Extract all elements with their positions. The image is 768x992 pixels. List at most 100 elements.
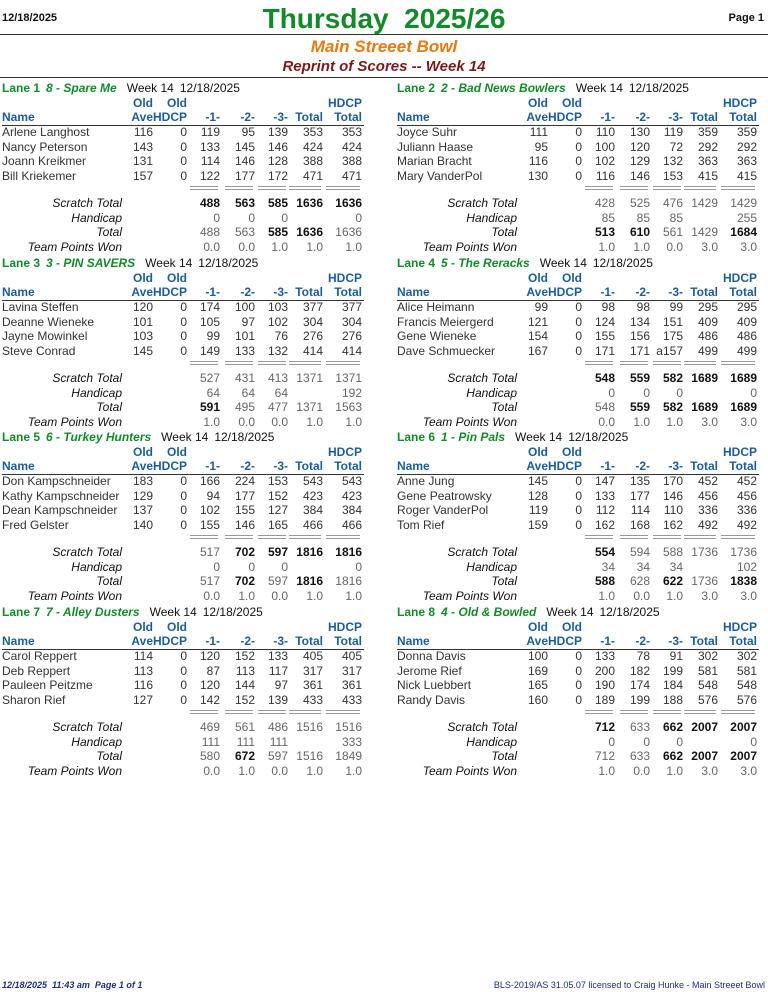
player-name: Dean Kampschneider [2,503,118,517]
separator [289,535,321,539]
column-header: Total [334,634,362,648]
summary-score: 588 [662,545,683,559]
player-score: 188 [662,692,683,707]
summary-score: 0 [643,385,650,400]
summary-score: 1689 [730,400,757,414]
column-header-top: Old [528,445,548,459]
column-header: Ave [131,634,153,648]
summary-label: Team Points Won [27,763,122,778]
player-score: 145 [527,474,548,488]
summary-score: 1.0 [271,239,288,254]
player-score: 103 [132,329,153,343]
player-score: 116 [133,678,153,692]
player-score: 105 [199,314,220,329]
player-name: Deanne Wieneke [2,314,95,329]
player-score: 143 [132,139,153,154]
summary-score: 1.0 [598,763,615,778]
summary-score: 0 [355,210,362,225]
column-header: Name [2,459,35,473]
column-header: -2- [635,285,650,299]
summary-score: 517 [199,574,220,588]
summary-score: 1.0 [666,763,683,778]
separator [190,710,218,714]
player-score: 120 [199,678,220,692]
player-score: 171 [629,343,650,358]
player-name: Gene Wieneke [397,329,477,343]
player-score: 466 [302,517,323,532]
summary-score: 476 [662,196,683,210]
team-name: 1 - Pin Pals [441,430,506,444]
player-score: 156 [629,329,650,343]
player-score: 177 [629,488,650,503]
player-score: 361 [341,678,362,692]
summary-score: 1736 [691,574,718,588]
summary-label: Total [491,574,517,588]
header-underline [397,300,759,301]
column-header: -1- [205,110,220,124]
summary-score: 85 [636,210,650,225]
summary-score: 0 [676,734,683,749]
title: Thursday 2025/26 [262,3,506,34]
player-score: 388 [341,154,362,168]
summary-score: 1516 [296,749,323,763]
summary-score: 1516 [335,720,362,734]
player-score: 91 [669,649,683,663]
summary-label: Team Points Won [422,414,517,429]
summary-label: Total [96,749,122,763]
header-underline [397,649,759,650]
player-score: 576 [697,692,718,707]
summary-score: 1371 [296,400,323,414]
player-score: 0 [575,154,582,168]
summary-score: 34 [669,559,683,574]
player-score: 137 [132,503,153,517]
column-header: -3- [273,285,288,299]
column-header: Total [729,459,757,473]
summary-score: 2007 [730,749,757,763]
summary-score: 0.0 [238,239,255,254]
column-header: Total [690,110,718,124]
lane-label: Lane 6 [397,430,436,444]
player-score: 114 [133,649,153,663]
lane-date: 12/18/2025 [592,256,653,270]
separator [653,710,681,714]
summary-score: 2007 [730,720,757,734]
summary-score: 1.0 [598,588,615,603]
lane-label: Lane 7 [2,605,41,619]
player-score: 152 [267,488,288,503]
player-score: 97 [241,314,255,329]
summary-score: 486 [267,720,288,734]
player-score: 133 [199,139,220,154]
summary-score: 1736 [730,545,757,559]
player-score: 165 [267,517,288,532]
column-header: -3- [668,459,683,473]
separator [684,710,716,714]
team-name: 4 - Old & Bowled [441,605,537,619]
column-header: -1- [205,285,220,299]
summary-score: 1.0 [306,239,323,254]
column-header-top: Old [133,271,153,285]
summary-score: 1.0 [345,414,362,429]
summary-score: 588 [594,574,615,588]
summary-score: 585 [267,225,288,239]
separator [721,710,755,714]
player-score: 129 [629,154,650,168]
player-score: 361 [302,678,323,692]
lane-date: 12/18/2025 [202,605,263,619]
column-header: Ave [526,634,548,648]
column-header: Ave [526,285,548,299]
column-header: Ave [131,285,153,299]
player-score: 146 [662,488,683,503]
column-header-top: HDCP [722,271,757,285]
player-score: 452 [697,474,718,488]
player-name: Randy Davis [397,692,466,707]
week: Week 14 [539,256,587,270]
page-number: Page 1 [728,12,764,24]
column-header-top: Old [528,271,548,285]
player-score: 175 [662,329,683,343]
summary-label: Team Points Won [27,239,122,254]
separator [225,535,253,539]
player-score: 100 [527,649,548,663]
column-header: -2- [635,110,650,124]
player-score: 98 [601,300,615,314]
player-score: 581 [736,663,757,678]
